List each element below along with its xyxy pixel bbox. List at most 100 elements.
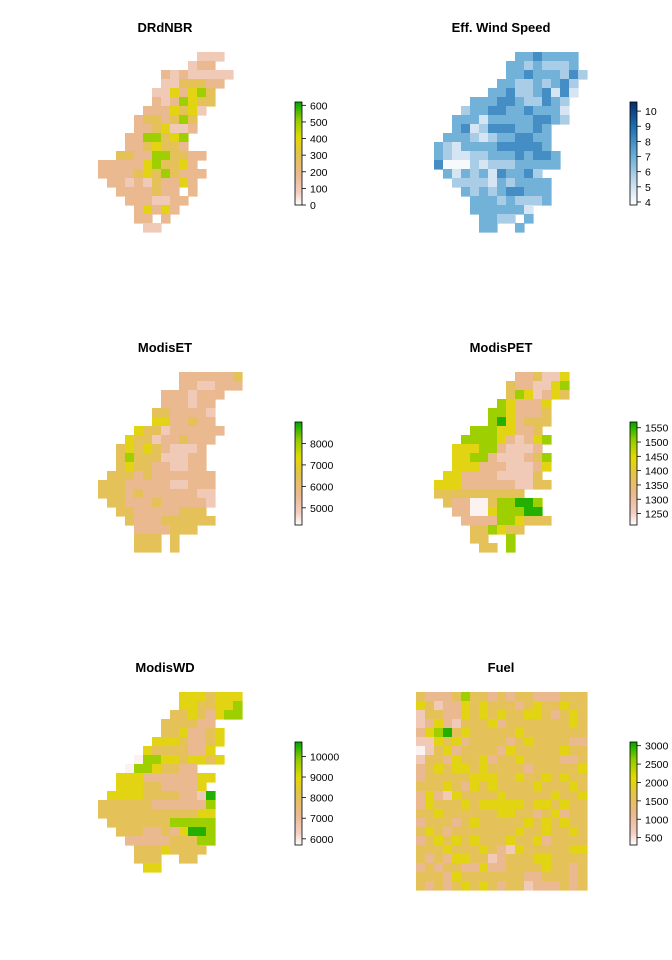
raster-cell <box>551 782 561 792</box>
raster-cell <box>524 381 534 391</box>
raster-cell <box>506 142 516 152</box>
raster-cell <box>569 746 579 756</box>
legend-swatch <box>295 795 302 798</box>
raster-cell <box>416 764 426 774</box>
raster-cell <box>542 372 552 382</box>
raster-cell <box>188 746 198 756</box>
raster-cell <box>125 160 135 170</box>
raster-cell <box>551 710 561 720</box>
raster-cell <box>533 97 543 107</box>
raster-cell <box>515 480 525 490</box>
legend-swatch <box>295 108 302 111</box>
raster-cell <box>107 169 117 179</box>
raster-cell <box>515 88 525 98</box>
raster-cell <box>206 737 216 747</box>
legend-swatch <box>295 750 302 753</box>
legend-swatch <box>295 194 302 197</box>
legend-swatch <box>295 162 302 165</box>
legend-swatch <box>295 819 302 822</box>
raster-cell <box>560 881 570 891</box>
raster-cell <box>197 106 207 116</box>
legend-swatch <box>630 174 637 177</box>
legend-swatch <box>295 163 302 166</box>
raster-cell <box>116 827 126 837</box>
legend-swatch <box>295 129 302 132</box>
legend-swatch <box>630 141 637 144</box>
raster-cell <box>143 133 153 143</box>
raster-cell <box>143 489 153 499</box>
raster-cell <box>497 214 507 224</box>
raster-cell <box>461 133 471 143</box>
legend-swatch <box>630 117 637 120</box>
raster-cell <box>170 534 180 544</box>
raster-cell <box>479 728 489 738</box>
raster-cell <box>479 854 489 864</box>
legend-swatch <box>630 764 637 767</box>
raster-cell <box>197 372 207 382</box>
raster-cell <box>542 710 552 720</box>
legend-swatch <box>295 432 302 435</box>
raster-cell <box>452 872 462 882</box>
raster-cell <box>569 61 579 71</box>
raster-cell <box>116 498 126 508</box>
raster-cell <box>179 854 189 864</box>
raster-cell <box>470 746 480 756</box>
legend-swatch <box>295 814 302 817</box>
raster-cell <box>515 854 525 864</box>
raster-cell <box>452 498 462 508</box>
raster-cell <box>215 372 225 382</box>
raster-cell <box>188 854 198 864</box>
raster-cell <box>188 498 198 508</box>
raster-cell <box>506 124 516 134</box>
raster-cell <box>542 61 552 71</box>
legend-swatch <box>295 820 302 824</box>
raster-cell <box>143 746 153 756</box>
raster-cell <box>542 435 552 445</box>
legend-swatch <box>295 466 302 469</box>
raster-cell <box>143 818 153 828</box>
raster-cell <box>515 70 525 80</box>
raster-grid <box>98 372 243 553</box>
raster-cell <box>569 764 579 774</box>
raster-cell <box>578 728 588 738</box>
raster-cell <box>542 151 552 161</box>
legend-swatch <box>295 150 302 153</box>
raster-cell <box>506 516 516 526</box>
raster-cell <box>497 489 507 499</box>
legend-swatch <box>630 156 637 160</box>
raster-cell <box>488 525 498 535</box>
raster-cell <box>497 800 507 810</box>
raster-cell <box>488 97 498 107</box>
raster-cell <box>125 809 135 819</box>
raster-cell <box>488 854 498 864</box>
raster-cell <box>488 196 498 206</box>
raster-cell <box>143 507 153 517</box>
raster-cell <box>161 444 171 454</box>
raster-cell <box>461 462 471 472</box>
raster-cell <box>479 534 489 544</box>
panel-title: Fuel <box>488 660 515 675</box>
raster-cell <box>506 205 516 215</box>
legend-swatch <box>630 826 637 829</box>
legend-swatch <box>295 167 302 170</box>
legend-swatch <box>295 141 302 144</box>
raster-cell <box>470 124 480 134</box>
legend-swatch <box>295 743 302 746</box>
raster-cell <box>416 701 426 711</box>
legend-swatch <box>630 752 637 755</box>
legend-swatch <box>295 449 302 452</box>
raster-cell <box>152 133 162 143</box>
raster-cell <box>134 142 144 152</box>
raster-cell <box>434 764 444 774</box>
raster-cell <box>197 728 207 738</box>
legend-swatch <box>295 488 302 492</box>
raster-cell <box>107 480 117 490</box>
raster-cell <box>416 692 426 702</box>
raster-cell <box>533 106 543 116</box>
raster-cell <box>533 462 543 472</box>
legend-swatch <box>630 144 637 148</box>
raster-cell <box>215 79 225 89</box>
legend-swatch <box>295 507 302 510</box>
legend-swatch <box>295 766 302 769</box>
raster-cell <box>479 755 489 765</box>
